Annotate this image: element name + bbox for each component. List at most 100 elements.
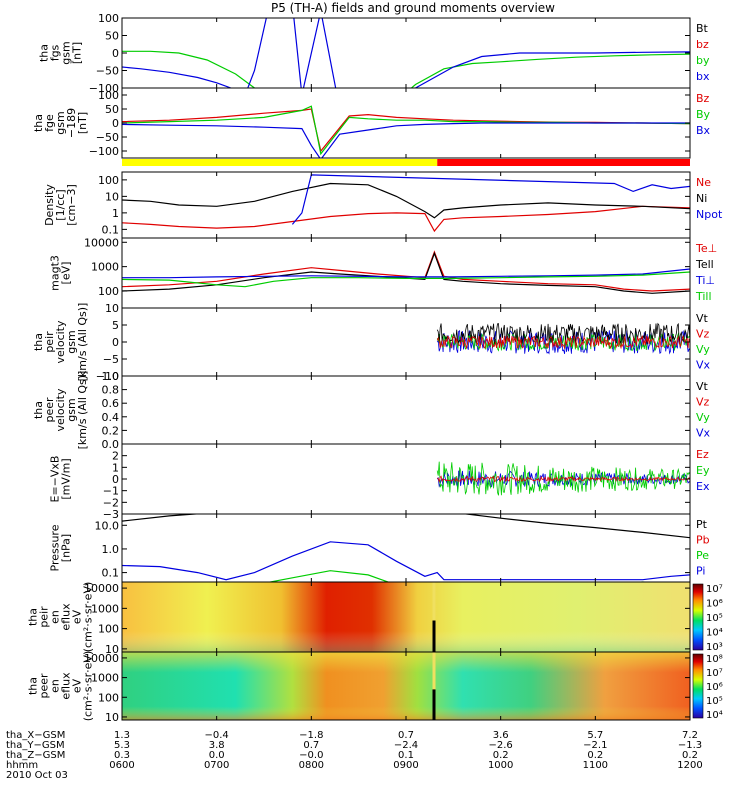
colorbar-tick-label: 10⁸ bbox=[706, 654, 723, 665]
y-axis-label-line: [km/s (All Qs)] bbox=[76, 371, 89, 450]
legend-bz: bz bbox=[696, 38, 709, 51]
y-axis-label-line: eV bbox=[71, 609, 84, 624]
y-tick-label: −100 bbox=[89, 145, 119, 158]
colorbar-tick-label: 10⁴ bbox=[706, 710, 723, 721]
orbit-value: 1100 bbox=[583, 760, 608, 771]
y-tick-label: 100 bbox=[98, 691, 119, 704]
y-tick-label: −50 bbox=[96, 65, 119, 78]
legend-tell: Tell bbox=[695, 258, 714, 271]
orbit-value: 0.3 bbox=[114, 750, 130, 761]
orbit-value: 1200 bbox=[677, 760, 702, 771]
y-axis-label-line: gsm bbox=[60, 41, 73, 64]
orbit-value: 0900 bbox=[393, 760, 418, 771]
y-tick-label: 0 bbox=[112, 47, 119, 60]
orbit-date: 2010 Oct 03 bbox=[6, 770, 68, 781]
orbit-row-label: tha_X−GSM bbox=[6, 730, 65, 741]
y-axis-label-line: [eV] bbox=[60, 262, 73, 285]
legend-pt: Pt bbox=[696, 518, 708, 531]
y-axis-label-line: peer bbox=[43, 397, 56, 423]
legend-by: by bbox=[696, 54, 710, 67]
legend-pi: Pi bbox=[696, 565, 705, 578]
y-axis-label-line: gsm bbox=[65, 398, 78, 421]
y-axis-label-line: fgs bbox=[49, 44, 62, 61]
orbit-row-label: hhmm bbox=[6, 760, 38, 771]
colorbar-tick-label: 10⁶ bbox=[706, 682, 723, 693]
orbit-value: −1.3 bbox=[678, 740, 702, 751]
y-tick-label: 100 bbox=[98, 174, 119, 187]
y-axis-label-line: Pressure bbox=[49, 524, 62, 571]
y-tick-label: 1000 bbox=[91, 261, 119, 274]
y-axis-label-line: tha bbox=[27, 608, 40, 626]
legend-ni: Ni bbox=[696, 192, 707, 205]
orbit-value: 0.1 bbox=[398, 750, 414, 761]
orbit-row-label: tha_Z−GSM bbox=[6, 750, 65, 761]
y-axis-label-line: [km/s (All Qs)] bbox=[76, 303, 89, 382]
spectrogram-shading-2 bbox=[122, 652, 690, 720]
panel-6: 1.00.80.60.40.20.0 thapeervelocitygsm[km/… bbox=[32, 370, 711, 451]
y-tick-label: −2 bbox=[103, 496, 119, 509]
y-axis-label: Density[1/cc][cm−3] bbox=[43, 184, 78, 226]
orbit-value: 7.2 bbox=[682, 730, 698, 741]
mode-bar-slow bbox=[122, 159, 438, 166]
y-tick-label: 10000 bbox=[84, 652, 119, 665]
orbit-value: 3.8 bbox=[209, 740, 225, 751]
series-ti-line bbox=[122, 268, 690, 279]
y-axis-label-line: magt3 bbox=[49, 255, 62, 291]
y-axis-label: magt3[eV] bbox=[49, 255, 73, 291]
spectrogram-shading-1 bbox=[122, 582, 690, 652]
y-axis-label-line: gsm bbox=[54, 111, 67, 134]
gap-stripe bbox=[432, 582, 436, 652]
legend-bt: Bt bbox=[696, 22, 709, 35]
y-axis-label-line: tha bbox=[38, 44, 51, 62]
series-npot-line bbox=[291, 174, 690, 225]
orbit-value: 0.0 bbox=[209, 750, 225, 761]
mode-bar-fast bbox=[437, 159, 690, 166]
figure-title: P5 (TH-A) fields and ground moments over… bbox=[271, 1, 555, 15]
colorbar-tick-label: 10⁵ bbox=[706, 696, 723, 707]
orbit-value: −2.1 bbox=[583, 740, 607, 751]
y-axis-label-line: en bbox=[49, 610, 62, 624]
colorbar-tick-label: 10⁷ bbox=[706, 668, 723, 679]
noise-vz bbox=[436, 335, 690, 350]
orbit-value: 0800 bbox=[299, 760, 324, 771]
y-axis-label-line: [mV/m] bbox=[60, 458, 73, 499]
y-tick-label: 1000 bbox=[91, 602, 119, 615]
colorbar bbox=[692, 653, 704, 719]
y-axis-label-line: [1/cc] bbox=[54, 189, 67, 220]
legend-te: Te⊥ bbox=[695, 242, 717, 255]
y-tick-label: 100 bbox=[98, 623, 119, 636]
gap-marker bbox=[432, 620, 436, 652]
colorbar-tick-label: 10⁶ bbox=[706, 599, 723, 610]
y-axis-label-line: Density bbox=[43, 184, 56, 226]
orbit-value: 3.6 bbox=[493, 730, 509, 741]
y-tick-label: 0.8 bbox=[102, 384, 120, 397]
colorbar-tick-label: 10⁴ bbox=[706, 628, 723, 639]
y-axis-label-line: peir bbox=[43, 331, 56, 353]
y-axis-label: E=−VxB[mV/m] bbox=[49, 456, 73, 503]
y-axis-label-line: E=−VxB bbox=[49, 456, 62, 503]
series-pi-line bbox=[122, 541, 690, 581]
y-axis-label-line: eflux bbox=[60, 603, 73, 631]
gap-marker bbox=[432, 689, 436, 720]
y-axis-label-line: velocity bbox=[54, 320, 67, 363]
orbit-value: 0.7 bbox=[398, 730, 414, 741]
series-pt-line bbox=[122, 514, 690, 539]
y-tick-label: 10 bbox=[105, 711, 119, 724]
series-by-line bbox=[122, 50, 690, 88]
legend-bx: Bx bbox=[696, 124, 711, 137]
panel-frame bbox=[121, 513, 691, 583]
colorbar bbox=[692, 583, 704, 651]
legend-ey: Ey bbox=[696, 464, 710, 477]
orbit-value: 0.7 bbox=[303, 740, 319, 751]
y-tick-label: 0.1 bbox=[102, 223, 120, 236]
orbit-value: 0600 bbox=[109, 760, 134, 771]
legend-vx: Vx bbox=[696, 359, 711, 372]
y-axis-label-line: tha bbox=[32, 114, 45, 132]
legend-ex: Ex bbox=[696, 480, 710, 493]
y-tick-label: 100 bbox=[98, 12, 119, 25]
y-axis-label-line: [nT] bbox=[76, 112, 89, 134]
